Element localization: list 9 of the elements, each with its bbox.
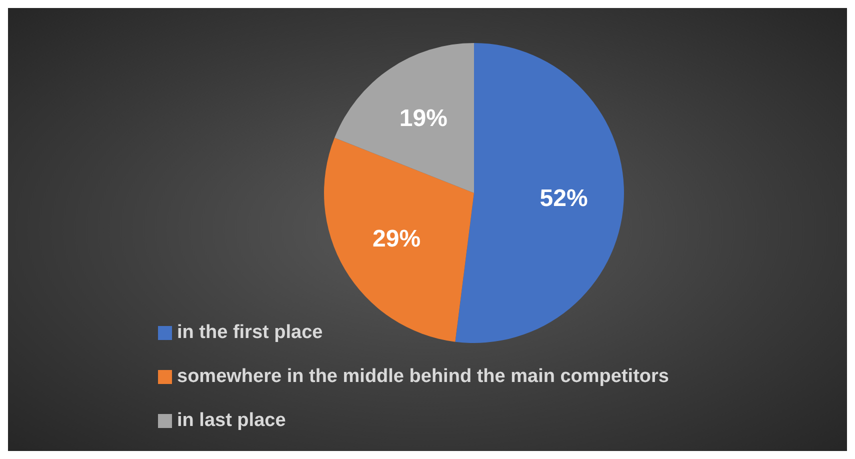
data-label: 29% <box>372 225 421 252</box>
legend-label: in the first place <box>177 321 323 345</box>
legend-label: in last place <box>177 409 286 433</box>
pie-slice <box>455 43 624 343</box>
data-label: 52% <box>540 185 588 212</box>
data-label: 19% <box>399 105 448 132</box>
legend-label: somewhere in the middle behind the main competitors <box>177 365 669 389</box>
pie-slice <box>324 138 474 342</box>
pie-slice <box>334 43 474 193</box>
